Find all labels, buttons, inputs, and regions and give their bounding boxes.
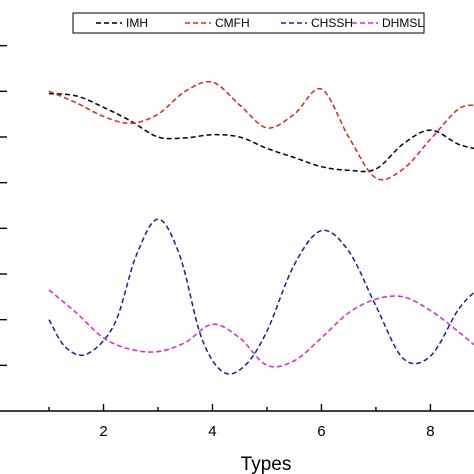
series-line-chssh — [48, 218, 474, 375]
legend-box — [72, 12, 425, 34]
legend-label: DHMSL — [382, 16, 424, 30]
x-tick-label: 6 — [317, 423, 325, 440]
legend-label: IMH — [126, 16, 148, 30]
x-tick-label: 2 — [99, 423, 107, 440]
legend-label: CHSSH — [311, 16, 353, 30]
legend: IMH CMFH CHSSH DHMSL — [72, 12, 425, 34]
x-tick-label: 4 — [208, 423, 216, 440]
y-ticks — [0, 44, 7, 367]
x-axis-title: Types — [241, 454, 292, 474]
series-layer — [48, 80, 474, 375]
legend-label: CMFH — [215, 16, 250, 30]
series-line-cmfh — [48, 80, 474, 181]
x-ticks: 2 4 6 8 — [48, 404, 435, 440]
x-tick-label: 8 — [426, 423, 434, 440]
